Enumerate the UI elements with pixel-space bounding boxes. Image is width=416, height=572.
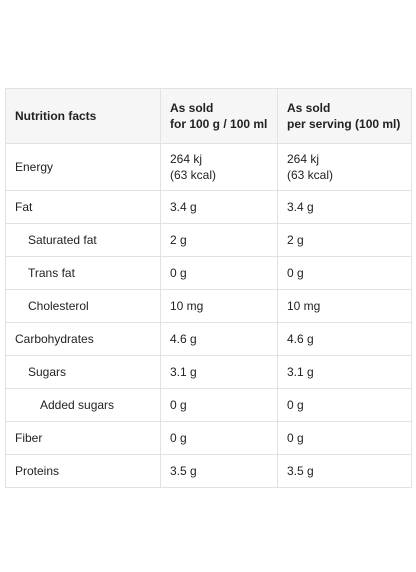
label-cell: Cholesterol — [5, 289, 161, 323]
header-cell: As sold per serving (100 ml) — [277, 88, 412, 144]
value-cell: 0 g — [277, 256, 412, 290]
value-cell: 3.4 g — [277, 190, 412, 224]
label-cell: Sugars — [5, 355, 161, 389]
header-cell: As sold for 100 g / 100 ml — [160, 88, 278, 144]
header-text: for 100 g / 100 ml — [170, 117, 268, 131]
value-cell: 10 mg — [277, 289, 412, 323]
header-text: As sold — [170, 101, 214, 115]
value-text: 264 kj — [170, 152, 203, 166]
value-text: (63 kcal) — [287, 168, 334, 182]
label-cell: Fiber — [5, 421, 161, 455]
header-text: As sold — [287, 101, 331, 115]
nutrition-table: Nutrition facts As sold for 100 g / 100 m… — [5, 88, 412, 488]
row: Carbohydrates 4.6 g 4.6 g — [5, 322, 412, 356]
label-cell: Saturated fat — [5, 223, 161, 257]
header-text: per serving (100 ml) — [287, 117, 401, 131]
value-cell: 0 g — [277, 421, 412, 455]
label-cell: Energy — [5, 143, 161, 191]
header-text: Nutrition facts — [15, 109, 97, 123]
value-cell: 10 mg — [160, 289, 278, 323]
label-cell: Added sugars — [5, 388, 161, 422]
value-cell: 2 g — [277, 223, 412, 257]
row: Energy 264 kj (63 kcal) 264 kj (63 kcal) — [5, 143, 412, 191]
label-cell: Fat — [5, 190, 161, 224]
row: Sugars 3.1 g 3.1 g — [5, 355, 412, 389]
value-cell: 264 kj (63 kcal) — [160, 143, 278, 191]
value-cell: 2 g — [160, 223, 278, 257]
value-cell: 0 g — [160, 388, 278, 422]
value-cell: 4.6 g — [160, 322, 278, 356]
value-cell: 0 g — [160, 421, 278, 455]
row: Cholesterol 10 mg 10 mg — [5, 289, 412, 323]
value-text: (63 kcal) — [170, 168, 217, 182]
header-cell: Nutrition facts — [5, 88, 161, 144]
value-cell: 264 kj (63 kcal) — [277, 143, 412, 191]
value-cell: 3.5 g — [160, 454, 278, 488]
value-cell: 3.1 g — [160, 355, 278, 389]
value-text: 264 kj — [287, 152, 320, 166]
row: Proteins 3.5 g 3.5 g — [5, 454, 412, 488]
value-cell: 3.1 g — [277, 355, 412, 389]
header-row: Nutrition facts As sold for 100 g / 100 m… — [5, 88, 412, 144]
label-cell: Proteins — [5, 454, 161, 488]
label-cell: Trans fat — [5, 256, 161, 290]
row: Fat 3.4 g 3.4 g — [5, 190, 412, 224]
value-cell: 3.5 g — [277, 454, 412, 488]
value-cell: 3.4 g — [160, 190, 278, 224]
value-cell: 4.6 g — [277, 322, 412, 356]
value-cell: 0 g — [277, 388, 412, 422]
value-cell: 0 g — [160, 256, 278, 290]
label-cell: Carbohydrates — [5, 322, 161, 356]
